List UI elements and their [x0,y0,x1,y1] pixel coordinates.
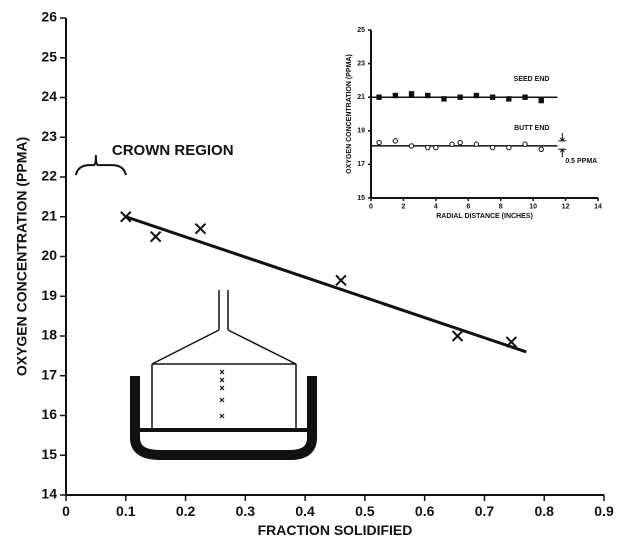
x-axis-label: FRACTION SOLIDIFIED [258,522,413,538]
y-tick-label: 21 [357,94,365,101]
scale-bar [558,132,567,158]
point [522,94,528,100]
x-tick-label: 6 [466,203,470,210]
point [489,94,496,100]
y-tick-label: 17 [41,366,57,382]
crucible-drawing [130,290,317,460]
y-tick-label: 14 [41,486,57,502]
y-tick-label: 25 [357,27,365,34]
y-tick-label: 15 [41,446,57,462]
point [441,96,447,102]
x-tick-label: 0.2 [176,503,196,519]
crystal-outline [151,290,297,430]
x-tick-label: 12 [562,203,570,210]
point [376,139,382,146]
x-tick-label: 0.1 [116,503,136,519]
point [408,91,415,97]
fit-line [125,215,527,354]
point [149,230,162,243]
point [392,92,399,99]
point [506,96,512,102]
y-axis-label: OXYGEN CONCENTRATION (PPMA) [346,54,353,174]
point [449,141,455,147]
point [457,94,463,100]
x-axis-label: RADIAL DISTANCE (INCHES) [436,213,533,220]
x-tick-label: 4 [434,203,438,210]
x-tick-label: 0 [62,503,70,519]
x-tick-label: 2 [401,203,405,210]
y-axis-label: OXYGEN CONCENTRATION (PPMA) [13,137,29,376]
x-tick-label: 8 [499,203,503,210]
point [473,92,480,99]
y-tick-label: 21 [41,207,57,223]
point [425,144,431,151]
y-tick-label: 24 [41,88,57,104]
point [194,222,207,235]
point [473,141,480,147]
point [506,144,512,151]
y-tick-label: 15 [357,195,365,202]
point [522,141,528,147]
x-tick-label: 0.9 [594,503,614,519]
series-label: SEED END [514,76,550,83]
point [538,146,544,152]
brace [74,155,127,176]
point [505,336,518,348]
point [408,143,415,149]
point [120,211,132,223]
y-tick-label: 18 [41,327,57,343]
y-tick-label: 17 [357,161,365,168]
x-tick-label: 0.3 [236,503,256,519]
crucible [130,376,317,460]
y-tick-label: 26 [41,9,57,25]
x-tick-label: 0.4 [295,503,315,519]
point [489,144,496,151]
x-tick-label: 10 [529,203,537,210]
annotation: 0.5 PPMA [565,158,597,165]
point [425,92,431,99]
point [451,330,464,342]
series-label: BUTT END [514,125,549,132]
sample-marks [219,369,225,419]
point [538,97,544,104]
point [392,138,399,144]
x-tick-label: 0.5 [355,503,375,519]
x-tick-label: 0.7 [475,503,495,519]
y-tick-label: 19 [41,287,57,303]
point [376,94,382,100]
y-tick-label: 25 [41,48,57,64]
x-tick-label: 0 [369,203,373,210]
y-tick-label: 22 [41,168,57,184]
x-tick-label: 0.6 [415,503,435,519]
y-tick-label: 16 [41,406,57,422]
point [457,139,463,146]
point [433,144,439,151]
y-tick-label: 23 [357,60,365,67]
y-tick-label: 19 [357,128,365,135]
y-tick-label: 20 [41,247,57,263]
x-tick-label: 14 [594,203,602,210]
x-tick-label: 0.8 [534,503,554,519]
y-tick-label: 23 [41,128,57,144]
point [335,274,347,287]
annotation: CROWN REGION [112,142,234,159]
